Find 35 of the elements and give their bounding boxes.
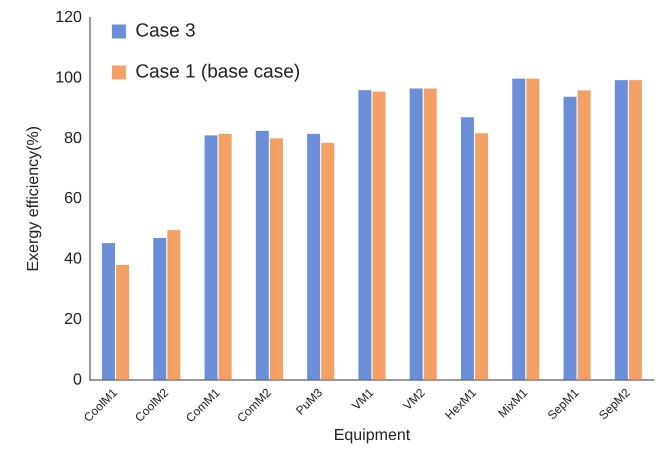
bar [218,134,232,380]
y-tick-label: 120 [55,9,82,26]
legend-label: Case 3 [135,20,196,42]
bar [307,134,320,380]
bar [526,78,540,380]
bar [372,92,386,380]
bar [578,90,591,380]
bar [460,117,474,380]
bar [512,78,526,380]
y-tick-label: 0 [72,371,82,388]
bar [424,88,437,380]
bar [628,80,642,380]
y-tick-label: 100 [55,69,82,86]
x-tick-label: VM1 [349,385,377,413]
bar [564,96,577,380]
legend-label: Case 1 (base case) [135,62,300,83]
bar [475,133,488,380]
y-tick-label: 20 [64,310,82,328]
bar [614,80,628,380]
bar [410,88,423,380]
bar [204,135,218,380]
bar [270,138,283,380]
x-axis-title: Equipment [334,426,411,444]
bar [358,90,372,380]
bar [321,142,334,380]
x-tick-label: VM2 [400,385,428,413]
y-axis-title: Exergy efficiency(%) [25,126,42,272]
bar [256,130,269,380]
bar [102,243,115,380]
y-tick-label: 60 [64,190,82,208]
bar [116,264,130,380]
y-tick-label: 40 [64,250,82,268]
bar [153,238,166,380]
bar [167,230,180,380]
y-tick-label: 80 [64,130,82,147]
